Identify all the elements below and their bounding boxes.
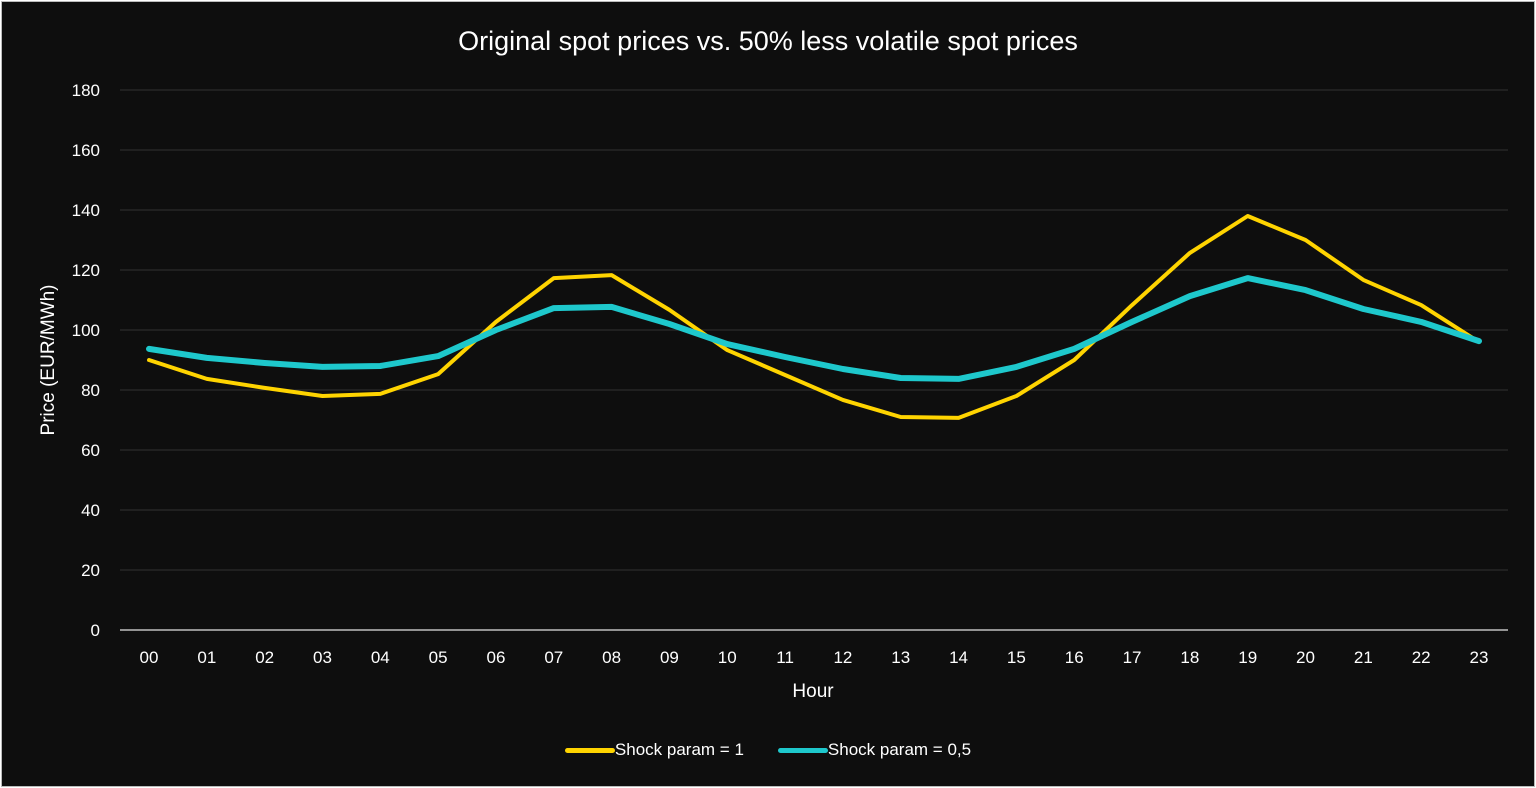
- x-tick-label: 02: [255, 648, 274, 667]
- x-tick-label: 10: [718, 648, 737, 667]
- y-tick-label: 100: [72, 321, 100, 340]
- legend-swatch: [777, 747, 828, 753]
- x-tick-label: 19: [1238, 648, 1257, 667]
- y-tick-label: 0: [91, 621, 100, 640]
- x-tick-label: 00: [140, 648, 159, 667]
- x-tick-label: 20: [1296, 648, 1315, 667]
- legend-swatch: [564, 747, 615, 753]
- y-tick-label: 120: [72, 261, 100, 280]
- x-tick-label: 12: [833, 648, 852, 667]
- x-tick-label: 14: [949, 648, 968, 667]
- x-tick-label: 04: [371, 648, 390, 667]
- y-tick-label: 140: [72, 201, 100, 220]
- legend-item-series-1: Shock param = 1: [564, 740, 744, 760]
- x-tick-label: 13: [891, 648, 910, 667]
- x-tick-label: 05: [429, 648, 448, 667]
- y-tick-label: 40: [81, 501, 100, 520]
- y-tick-label: 160: [72, 141, 100, 160]
- legend-label: Shock param = 1: [614, 740, 744, 759]
- legend-item-series-2: Shock param = 0,5: [777, 740, 972, 760]
- x-tick-label: 03: [313, 648, 332, 667]
- x-axis-label: Hour: [792, 681, 834, 702]
- y-tick-label: 20: [81, 561, 100, 580]
- x-tick-label: 11: [776, 648, 794, 667]
- chart-title: Original spot prices vs. 50% less volati…: [458, 26, 1078, 56]
- y-axis-label: Price (EUR/MWh): [38, 285, 59, 436]
- series-line-2: [146, 275, 1482, 382]
- x-tick-label: 07: [544, 648, 563, 667]
- x-tick-label: 17: [1123, 648, 1142, 667]
- x-tick-label: 22: [1412, 648, 1431, 667]
- legend-label: Shock param = 0,5: [827, 740, 972, 759]
- x-tick-label: 21: [1354, 648, 1373, 667]
- x-tick-label: 18: [1180, 648, 1199, 667]
- x-tick-label: 06: [486, 648, 505, 667]
- x-tick-label: 01: [197, 648, 216, 667]
- x-tick-label: 09: [660, 648, 679, 667]
- x-tick-label: 08: [602, 648, 621, 667]
- x-tick-label: 15: [1007, 648, 1026, 667]
- y-tick-label: 180: [72, 81, 100, 100]
- x-tick-label: 23: [1470, 648, 1489, 667]
- legend: Shock param = 1 Shock param = 0,5: [2, 740, 1534, 760]
- y-tick-label: 80: [81, 381, 100, 400]
- y-tick-label: 60: [81, 441, 100, 460]
- series-line-1: [147, 214, 1481, 420]
- x-tick-label: 16: [1065, 648, 1084, 667]
